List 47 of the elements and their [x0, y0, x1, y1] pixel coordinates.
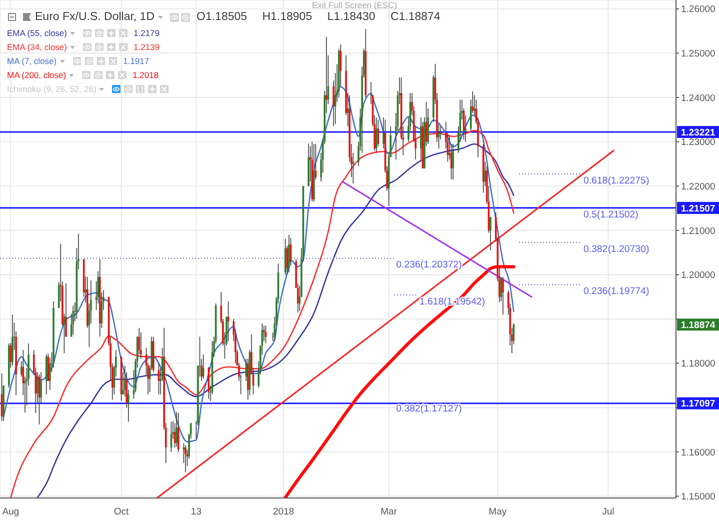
- text: EMA (55, close): [7, 28, 67, 38]
- candlestick: [140, 332, 142, 360]
- candlestick: [184, 444, 186, 473]
- x-tick-label: 13: [190, 506, 202, 518]
- candlestick: [72, 305, 74, 335]
- annotation: 1.2179: [134, 28, 160, 38]
- annotation: 0.382(1.20730): [583, 244, 650, 255]
- y-tick-label: 1.21000: [681, 226, 716, 237]
- candlestick: [452, 144, 454, 180]
- candlestick: [138, 327, 140, 355]
- text: 1.18874: [680, 320, 716, 331]
- text: EMA (34, close): [7, 42, 67, 52]
- annotation: 0.5(1.21502): [583, 210, 638, 221]
- annotation: 0.618(1.22275): [583, 175, 650, 186]
- y-tick-label: 1.26000: [681, 4, 716, 16]
- x-tick-label: 2018: [273, 506, 294, 518]
- annotation: Ichimoku (9, 26, 52, 26): [7, 84, 96, 94]
- ref-line-label: 1.23221: [680, 127, 716, 138]
- text: MA (200, close): [7, 70, 66, 80]
- annotation: 0.382(1.17127): [396, 403, 462, 414]
- y-tick-label: 1.16000: [681, 447, 716, 458]
- x-tick-label: Jul: [602, 506, 614, 518]
- x-tick-label: Mar: [380, 506, 398, 518]
- x-tick-label: Oct: [114, 506, 130, 518]
- y-tick-label: 1.25000: [681, 48, 716, 60]
- x-tick-label: May: [488, 506, 507, 518]
- candlestick: [502, 276, 504, 315]
- ref-line-label: 1.17097: [680, 398, 716, 410]
- annotation: 1.1917: [123, 56, 150, 66]
- y-tick-label: 1.23000: [681, 137, 716, 148]
- annotation: 1.2018: [132, 70, 159, 80]
- annotation: 0.236(1.19774): [583, 286, 650, 298]
- y-tick-label: 1.18000: [681, 358, 716, 370]
- annotation: 1.2139: [134, 42, 160, 52]
- candlestick: [177, 412, 180, 452]
- x-tick-label: Aug: [2, 506, 20, 518]
- text: MA (7, close): [7, 56, 57, 66]
- text: O1.18505 H1.18905 L1.18430 C1.18874: [196, 11, 440, 23]
- annotation: Exit Full Screen (ESC): [312, 0, 398, 10]
- text: Euro Fx/U.S. Dollar, 1D: [35, 11, 155, 23]
- y-tick-label: 1.22000: [681, 181, 716, 192]
- ref-line-label: 1.21507: [680, 203, 716, 214]
- candlestick: [288, 234, 290, 273]
- y-tick-label: 1.20000: [681, 270, 716, 282]
- y-tick-label: 1.15000: [681, 492, 716, 503]
- y-tick-label: 1.24000: [681, 92, 716, 104]
- annotation: 0.236(1.20372): [396, 260, 462, 271]
